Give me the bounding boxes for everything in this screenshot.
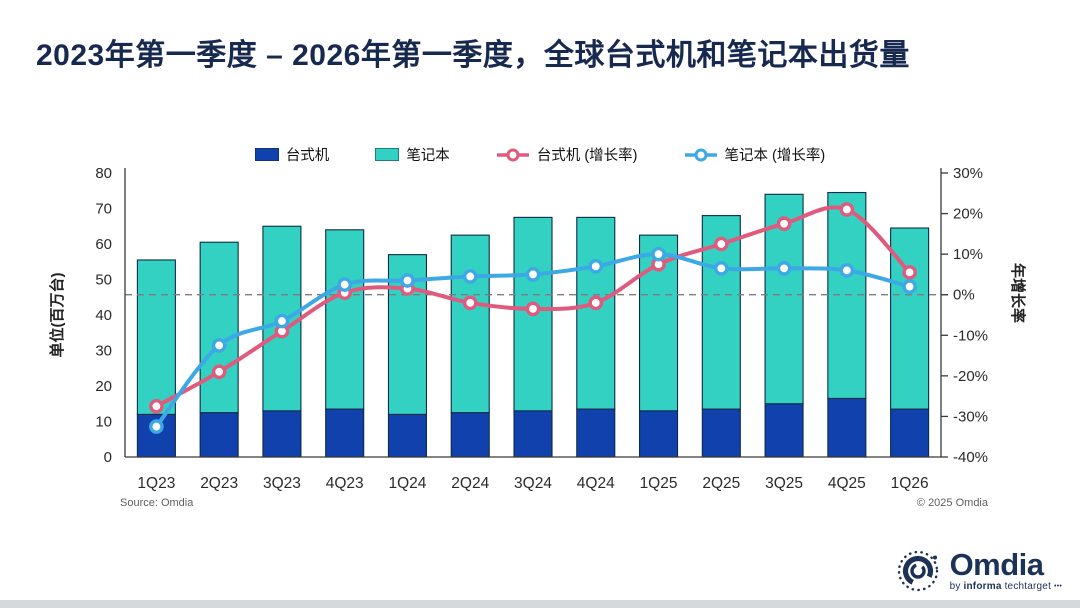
bar-desktop-3Q24 xyxy=(513,410,553,458)
right-axis-tick-label: -40% xyxy=(953,449,988,466)
marker-desktop-growth-2Q24 xyxy=(462,295,478,311)
legend-swatch-notebook xyxy=(375,148,400,161)
chart-legend: 台式机 笔记本 台式机 (增长率) 笔记本 (增长率) xyxy=(0,144,1080,165)
marker-notebook-growth-2Q23 xyxy=(211,338,227,353)
legend-swatch-desktop xyxy=(254,148,279,161)
marker-desktop-growth-4Q24 xyxy=(588,295,604,311)
legend-item-notebook: 笔记本 xyxy=(375,144,450,165)
left-axis-tick-label: 40 xyxy=(95,307,112,324)
right-axis-tick-label: -20% xyxy=(953,368,988,385)
left-axis-tick-label: 80 xyxy=(95,165,112,182)
line-desktop-growth xyxy=(149,202,917,414)
marker-desktop-growth-1Q26 xyxy=(902,265,917,280)
marker-notebook-growth-3Q25 xyxy=(776,261,792,276)
marker-notebook-growth-1Q24 xyxy=(400,273,415,288)
legend-item-desktop: 台式机 xyxy=(254,144,330,165)
x-axis-label-4Q23: 4Q23 xyxy=(326,475,364,492)
left-axis-tick-label: 20 xyxy=(95,378,112,395)
marker-desktop-growth-1Q23 xyxy=(149,398,164,414)
bar-desktop-1Q26 xyxy=(890,408,930,458)
omdia-logo-icon xyxy=(897,550,938,592)
bar-desktop-1Q25 xyxy=(638,410,679,458)
right-axis-tick-label: 20% xyxy=(953,206,983,223)
left-axis-tick-label: 50 xyxy=(95,272,112,289)
legend-label-desktop: 台式机 xyxy=(285,148,330,164)
bar-desktop-2Q23 xyxy=(199,412,239,458)
chart-plot: 0 10 20 30 40 50 60 70 80 -40% -30% -20% -10% 0% 10% 20… xyxy=(48,165,1027,492)
bottom-strip xyxy=(0,600,1080,608)
marker-desktop-growth-2Q23 xyxy=(211,364,227,380)
marker-notebook-growth-2Q24 xyxy=(462,269,478,284)
marker-notebook-growth-2Q25 xyxy=(714,261,729,276)
x-axis-label-3Q24: 3Q24 xyxy=(514,475,552,492)
left-axis-tick-label: 10 xyxy=(95,414,112,431)
logo-dots: ••• xyxy=(1054,582,1062,590)
bar-notebook-2Q23 xyxy=(199,241,239,414)
omdia-logo: Omdia by informa techtarget ••• xyxy=(894,546,1062,594)
x-axis-label-3Q23: 3Q23 xyxy=(263,475,301,492)
legend-label-notebook: 笔记本 xyxy=(406,148,450,164)
bar-notebook-4Q25 xyxy=(827,191,867,399)
bar-desktop-4Q24 xyxy=(576,408,616,458)
right-axis-tick-label: 30% xyxy=(953,165,983,182)
marker-notebook-growth-4Q23 xyxy=(337,277,352,292)
marker-notebook-growth-1Q25 xyxy=(651,246,666,262)
omdia-logo-name: Omdia xyxy=(949,546,1044,582)
bar-notebook-4Q24 xyxy=(576,216,616,410)
marker-notebook-growth-1Q23 xyxy=(149,419,164,434)
marker-desktop-growth-2Q25 xyxy=(714,236,729,252)
left-axis-title: 单位(百万台) xyxy=(48,273,66,358)
x-axis-label-2Q25: 2Q25 xyxy=(702,475,740,492)
x-axis-label-1Q24: 1Q24 xyxy=(389,475,427,492)
right-axis-tick-label: 0% xyxy=(953,287,975,304)
bar-desktop-3Q25 xyxy=(764,403,804,458)
axes: 0 10 20 30 40 50 60 70 80 -40% -30% -20% -10% 0% 10% 20… xyxy=(48,165,1027,492)
marker-notebook-growth-4Q24 xyxy=(588,259,604,274)
x-axis-label-2Q24: 2Q24 xyxy=(451,475,489,492)
x-axis-label-2Q23: 2Q23 xyxy=(200,475,238,492)
right-axis-tick-label: -10% xyxy=(953,327,988,344)
x-axis-label-3Q25: 3Q25 xyxy=(765,475,803,492)
legend-label-desktop-growth: 台式机 (增长率) xyxy=(536,148,638,164)
bar-desktop-3Q23 xyxy=(262,410,302,458)
chart-title: 2023年第一季度 – 2026年第一季度，全球台式机和笔记本出货量 xyxy=(36,39,910,72)
line-notebook-growth xyxy=(149,246,917,434)
left-axis-tick-label: 70 xyxy=(95,201,112,218)
bar-notebook-2Q24 xyxy=(450,234,490,414)
bars-group xyxy=(136,191,930,458)
right-axis-tick-label: 10% xyxy=(953,246,983,263)
right-axis-title: 年增长率 xyxy=(1009,263,1027,323)
left-axis-tick-label: 0 xyxy=(104,449,112,466)
omdia-logo-byline: by informa techtarget ••• xyxy=(949,580,1062,592)
x-axis-label-4Q25: 4Q25 xyxy=(828,475,866,492)
bar-desktop-2Q25 xyxy=(701,408,741,458)
legend-label-notebook-growth: 笔记本 (增长率) xyxy=(724,148,826,164)
bar-desktop-1Q24 xyxy=(387,413,428,458)
x-axis-label-1Q26: 1Q26 xyxy=(891,475,929,492)
bar-notebook-1Q23 xyxy=(136,259,176,415)
right-axis-tick-label: -30% xyxy=(953,408,988,425)
copyright-note: © 2025 Omdia xyxy=(916,497,988,509)
x-axis-label-1Q23: 1Q23 xyxy=(137,475,175,492)
bar-notebook-4Q23 xyxy=(325,229,365,410)
source-note: Source: Omdia xyxy=(120,497,194,509)
left-axis-tick-label: 30 xyxy=(95,343,112,360)
marker-desktop-growth-3Q25 xyxy=(776,216,792,232)
legend-item-desktop-growth: 台式机 (增长率) xyxy=(496,144,638,165)
legend-swatch-notebook-growth xyxy=(684,148,717,161)
legend-swatch-desktop-growth xyxy=(496,148,529,161)
marker-desktop-growth-3Q24 xyxy=(525,301,541,317)
marker-notebook-growth-3Q23 xyxy=(274,313,290,329)
x-axis-label-4Q24: 4Q24 xyxy=(577,475,615,492)
x-axis-label-1Q25: 1Q25 xyxy=(640,475,678,492)
marker-notebook-growth-4Q25 xyxy=(839,263,855,278)
marker-notebook-growth-1Q26 xyxy=(902,279,917,294)
bar-desktop-4Q23 xyxy=(325,408,365,458)
marker-notebook-growth-3Q24 xyxy=(525,267,541,282)
marker-desktop-growth-4Q25 xyxy=(839,202,855,217)
bar-desktop-4Q25 xyxy=(827,397,867,458)
legend-item-notebook-growth: 笔记本 (增长率) xyxy=(684,144,826,165)
bar-desktop-2Q24 xyxy=(450,412,490,458)
left-axis-tick-label: 60 xyxy=(95,236,112,253)
